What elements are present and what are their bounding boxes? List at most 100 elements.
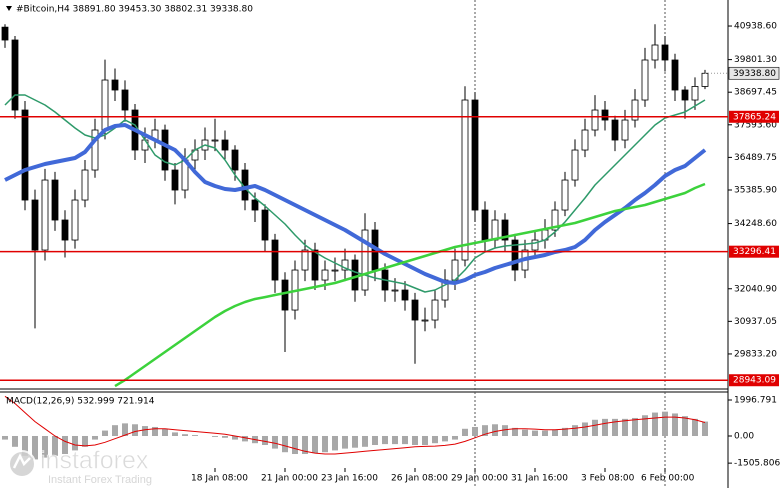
macd-bar	[232, 435, 238, 440]
candle-body	[341, 259, 349, 271]
y-tick-label: 30937.05	[734, 317, 777, 327]
candle-body	[691, 86, 699, 101]
candle-body	[601, 109, 609, 121]
candle-body	[361, 229, 369, 291]
macd-bar	[392, 435, 398, 445]
macd-bar	[172, 432, 178, 436]
x-tick-label: 31 Jan 16:00	[511, 474, 568, 484]
candle-body	[1, 26, 9, 41]
candle-body	[11, 39, 19, 111]
macd-bar	[412, 435, 418, 446]
macd-bar	[492, 424, 498, 436]
candle-body	[221, 139, 229, 151]
x-tick-label: 6 Feb 00:00	[641, 474, 695, 484]
macd-bar	[142, 426, 148, 436]
macd-bar	[352, 435, 358, 448]
candle-body	[701, 72, 709, 87]
macd-bar	[192, 435, 198, 436]
macd-bar	[482, 425, 488, 436]
x-tick-label: 26 Jan 08:00	[391, 474, 448, 484]
y-tick-label: 35385.90	[734, 185, 777, 195]
candle-body	[321, 269, 329, 281]
x-tick-label: 21 Jan 00:00	[261, 474, 318, 484]
macd-bar	[672, 413, 678, 436]
candle-body	[551, 209, 559, 231]
macd-bar	[132, 424, 138, 436]
macd-bar	[92, 435, 98, 440]
macd-bar	[322, 435, 328, 453]
candle-body	[591, 109, 599, 131]
candle-body	[391, 289, 399, 292]
macd-bar	[452, 435, 458, 440]
macd-bar	[372, 435, 378, 446]
macd-bar	[312, 435, 318, 454]
macd-bar	[642, 415, 648, 436]
level-tag	[729, 374, 779, 387]
macd-bar	[462, 428, 468, 436]
candle-body	[661, 44, 669, 61]
macd-bar	[402, 435, 408, 445]
candle-body	[401, 289, 409, 301]
candle-body	[71, 199, 79, 241]
macd-bar	[662, 411, 668, 436]
candle-body	[611, 119, 619, 141]
macd-bar	[32, 435, 38, 460]
level-label: 33296.41	[733, 247, 776, 257]
candle-body	[101, 79, 109, 131]
candle-body	[481, 209, 489, 241]
candle-body	[571, 149, 579, 181]
macd-bar	[382, 435, 388, 445]
macd-bar	[702, 421, 708, 436]
watermark: instaforex Instant Forex Trading	[8, 446, 152, 486]
candle-body	[351, 259, 359, 291]
macd-bar	[42, 435, 48, 458]
macd-bar	[342, 435, 348, 449]
candle-body	[81, 169, 89, 201]
macd-bar	[362, 435, 368, 447]
candle-body	[471, 99, 479, 211]
macd-bar	[262, 435, 268, 446]
x-tick-label: 18 Jan 08:00	[191, 474, 248, 484]
macd-header: MACD(12,26,9) 532.999 721.914	[6, 397, 155, 407]
candle-body	[311, 249, 319, 281]
candle-body	[41, 179, 49, 251]
candle-body	[631, 99, 639, 121]
macd-bar	[592, 419, 598, 436]
macd-bar	[532, 430, 538, 436]
macd-bar	[552, 429, 558, 436]
level-tag	[729, 110, 779, 123]
macd-bar	[472, 426, 478, 436]
macd-bar	[212, 435, 218, 437]
macd-bar	[62, 435, 68, 455]
candle-body	[491, 219, 499, 241]
candle-body	[231, 149, 239, 171]
candle-body	[121, 89, 129, 111]
candle-body	[671, 59, 679, 91]
candle-body	[641, 59, 649, 101]
macd-bar	[502, 425, 508, 436]
watermark-logo	[8, 450, 36, 478]
candle-body	[421, 319, 429, 322]
candle-body	[411, 299, 419, 321]
candle-body	[171, 169, 179, 191]
candle-body	[651, 44, 659, 61]
macd-bar	[72, 435, 78, 451]
x-tick-label: 3 Feb 08:00	[581, 474, 635, 484]
macd-signal	[4, 395, 706, 455]
candle-body	[281, 279, 289, 311]
y-tick-label: 36489.75	[734, 153, 777, 163]
y-tick-label: 40938.60	[734, 22, 777, 32]
current-price-label: 39338.80	[733, 69, 776, 79]
macd-bar	[562, 427, 568, 436]
macd-bar	[2, 435, 8, 440]
candle-body	[561, 179, 569, 211]
x-tick-label: 23 Jan 16:00	[321, 474, 378, 484]
y-tick-label: 0.00	[734, 431, 754, 441]
macd-bar	[242, 435, 248, 442]
macd-bar	[12, 435, 18, 447]
candle-body	[581, 129, 589, 151]
header-icon	[6, 6, 12, 11]
macd-bar	[432, 435, 438, 444]
macd-bar	[682, 416, 688, 436]
